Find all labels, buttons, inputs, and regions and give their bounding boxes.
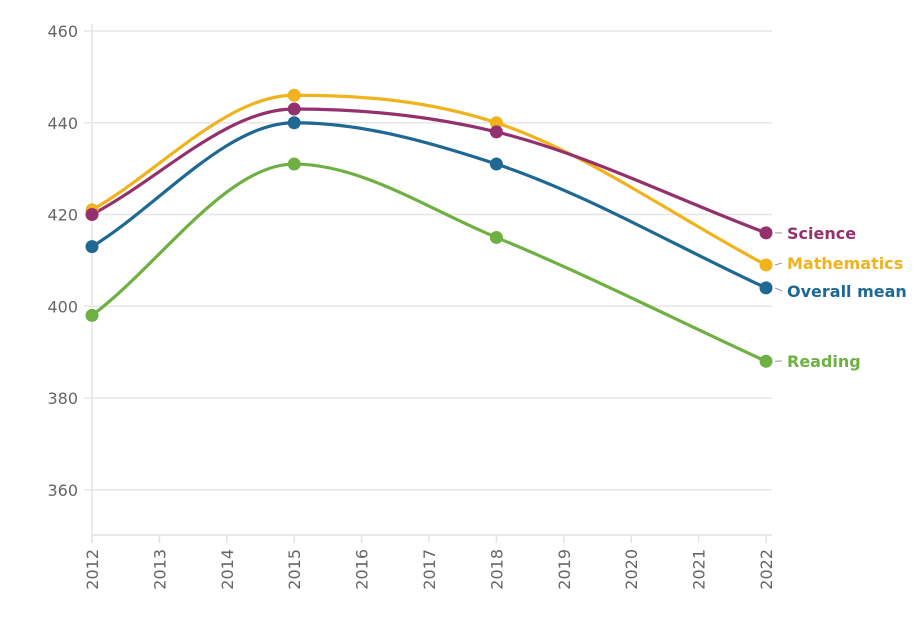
data-point-overall-mean [85,240,99,254]
series-points [85,88,773,368]
x-tick-label: 2018 [487,549,506,590]
data-point-science [759,226,773,240]
data-point-mathematics [489,116,503,130]
x-tick-label: 2022 [757,549,776,590]
series-line-science [90,107,768,235]
data-point-science [85,208,99,221]
data-point-reading [759,354,773,368]
y-tick-label: 440 [47,114,78,133]
x-tick-label: 2021 [690,549,709,590]
x-tick-label: 2012 [83,549,102,590]
series-label-mathematics: Mathematics [787,254,903,273]
data-point-overall-mean [489,157,503,171]
series-labels: Reading Overall mean Mathematics Science [774,224,907,371]
data-point-overall-mean [759,281,773,295]
x-tick-label: 2019 [555,549,574,590]
series-line-reading [90,162,768,363]
y-tick-label: 360 [47,481,78,500]
series-lines [90,93,768,363]
data-point-science [489,125,503,139]
y-tick-label: 400 [47,297,78,316]
series-label-science: Science [787,224,856,243]
data-point-science [287,102,301,116]
axes [91,24,772,543]
data-point-reading [287,157,301,171]
x-tick-label: 2016 [353,549,372,590]
series-label-overall-mean: Overall mean [787,282,907,301]
y-tick-label: 460 [47,22,78,41]
data-point-overall-mean [287,116,301,130]
data-point-reading [489,230,503,244]
x-axis-labels: 2012 2013 2014 2015 2016 2017 2018 2019 2020 2021… [83,549,776,590]
x-tick-label: 2020 [622,549,641,590]
gridlines [84,30,772,491]
x-tick-label: 2015 [285,549,304,590]
data-point-mathematics [287,88,301,102]
label-connector [774,287,783,292]
data-point-mathematics [759,258,773,272]
label-connector [774,262,783,266]
x-tick-label: 2013 [150,549,169,590]
data-point-reading [85,308,99,322]
series-label-reading: Reading [787,352,861,371]
x-tick-label: 2017 [420,549,439,590]
y-tick-label: 420 [47,206,78,225]
y-tick-label: 380 [47,389,78,408]
series-line-overall-mean [90,121,768,290]
series-line-mathematics [90,93,768,267]
x-tick-label: 2014 [218,549,237,590]
y-axis-labels: 360 380 400 420 440 460 [47,22,78,500]
